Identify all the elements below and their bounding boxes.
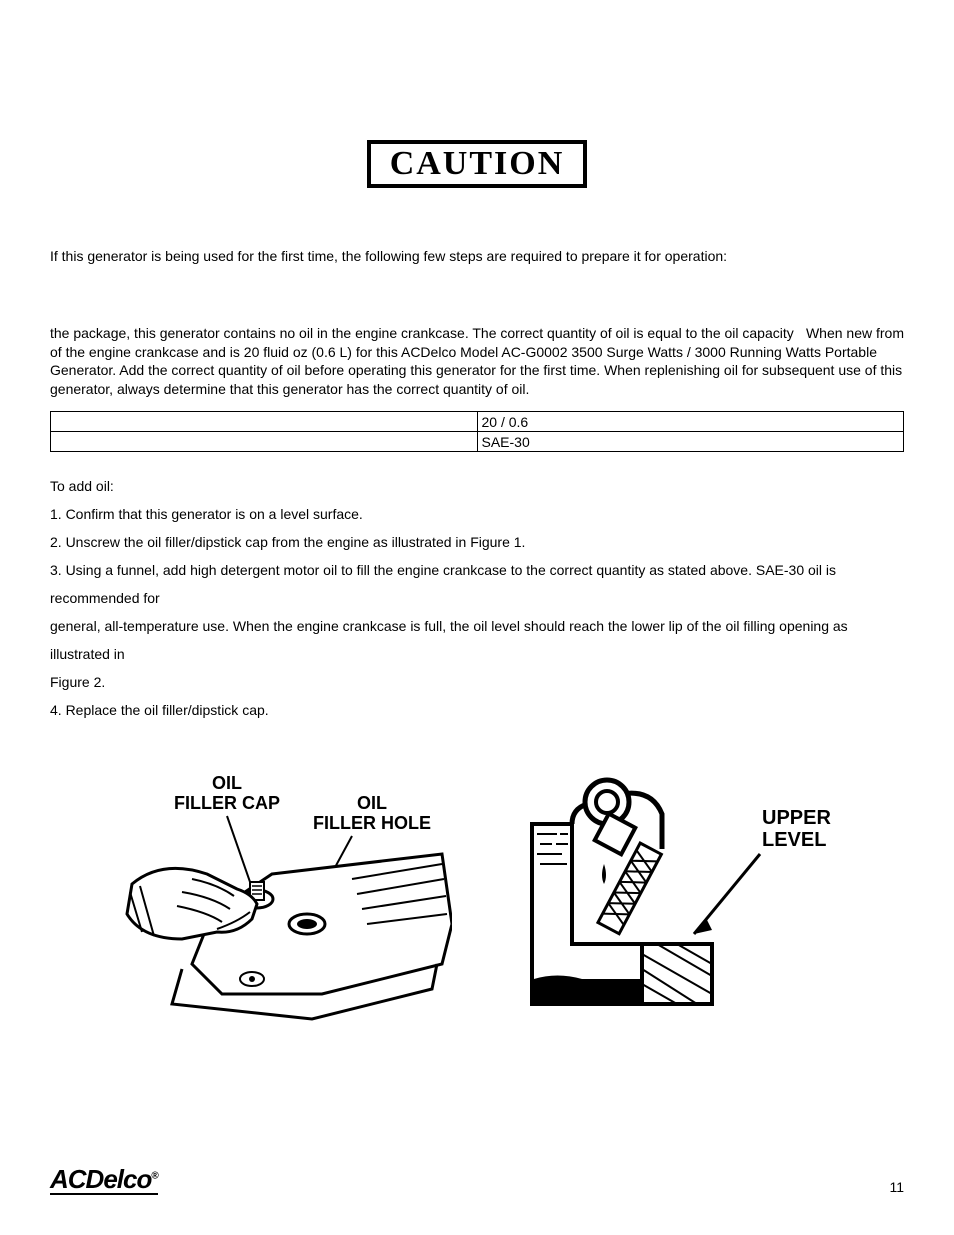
steps-block: To add oil: 1. Confirm that this generat…	[50, 472, 904, 724]
lead-body: the package, this generator contains no …	[50, 325, 902, 398]
spec-cell-right: 20 / 0.6	[477, 412, 904, 432]
caution-box: CAUTION	[367, 140, 587, 188]
fig2-arrow-head	[694, 918, 712, 934]
fig1-filler-hole-inner	[297, 919, 317, 929]
fig2-label-1: UPPER	[762, 807, 831, 829]
fig2-label-2: LEVEL	[762, 829, 826, 851]
figures-row: OIL FILLER CAP OIL FILLER HOLE	[50, 764, 904, 1024]
step-line: 4. Replace the oil filler/dipstick cap.	[50, 696, 904, 724]
page-number: 11	[889, 1179, 904, 1195]
figure-1-svg: OIL FILLER CAP OIL FILLER HOLE	[122, 764, 452, 1024]
step-line: 1. Confirm that this generator is on a l…	[50, 500, 904, 528]
table-row: SAE-30	[51, 432, 904, 452]
spec-cell-left	[51, 432, 478, 452]
spec-table: 20 / 0.6 SAE-30	[50, 411, 904, 452]
fig1-hand-icon	[127, 869, 257, 940]
step-line: Figure 2.	[50, 668, 904, 696]
spec-cell-right: SAE-30	[477, 432, 904, 452]
brand-logo: ACDelco®	[50, 1166, 158, 1195]
fig2-hatch-block	[642, 944, 712, 1004]
fig1-label-hole-2: FILLER HOLE	[313, 813, 431, 833]
lead-paragraph: When new from the package, this generato…	[50, 324, 904, 400]
fig1-label-hole-1: OIL	[357, 793, 387, 813]
figure-2-svg: UPPER LEVEL	[512, 764, 832, 1024]
steps-intro: To add oil:	[50, 472, 904, 500]
fig2-drip-icon	[602, 864, 606, 884]
table-row: 20 / 0.6	[51, 412, 904, 432]
fig1-bolt-center	[249, 976, 255, 982]
figure-1: OIL FILLER CAP OIL FILLER HOLE	[122, 764, 452, 1024]
lead-right-phrase: When new from	[806, 324, 904, 343]
fig1-label-cap-1: OIL	[212, 773, 242, 793]
page-footer: ACDelco® 11	[50, 1166, 904, 1195]
step-line: general, all-temperature use. When the e…	[50, 612, 904, 668]
spec-cell-left	[51, 412, 478, 432]
fig1-label-cap-2: FILLER CAP	[174, 793, 280, 813]
step-line: 3. Using a funnel, add high detergent mo…	[50, 556, 904, 612]
fig2-oil-pool	[534, 979, 642, 1002]
step-line: 2. Unscrew the oil filler/dipstick cap f…	[50, 528, 904, 556]
fig2-dipstick-icon	[585, 780, 661, 934]
intro-paragraph: If this generator is being used for the …	[50, 248, 904, 264]
figure-2: UPPER LEVEL	[512, 764, 832, 1024]
